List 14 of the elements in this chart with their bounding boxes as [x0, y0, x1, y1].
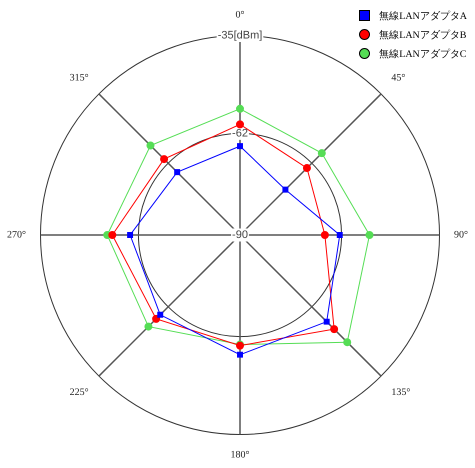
- spoke-label: 135°: [391, 386, 410, 398]
- legend-label: 無線LANアダプタA: [379, 10, 467, 22]
- spoke-label: 180°: [230, 450, 250, 461]
- y-tick-label: -62: [232, 127, 248, 140]
- spoke-label: 225°: [70, 386, 89, 398]
- spoke-label: 315°: [70, 72, 89, 84]
- spoke-label: 0°: [236, 10, 244, 21]
- spoke-label: 270°: [7, 230, 26, 241]
- legend-label: 無線LANアダプタB: [379, 28, 466, 42]
- y-tick-label: -90: [232, 229, 248, 242]
- y-tick-label: -35[dBm]: [218, 30, 262, 42]
- spoke-label: 45°: [391, 72, 406, 84]
- legend-label: 無線LANアダプタC: [379, 48, 466, 60]
- spoke-label: 90°: [454, 230, 468, 241]
